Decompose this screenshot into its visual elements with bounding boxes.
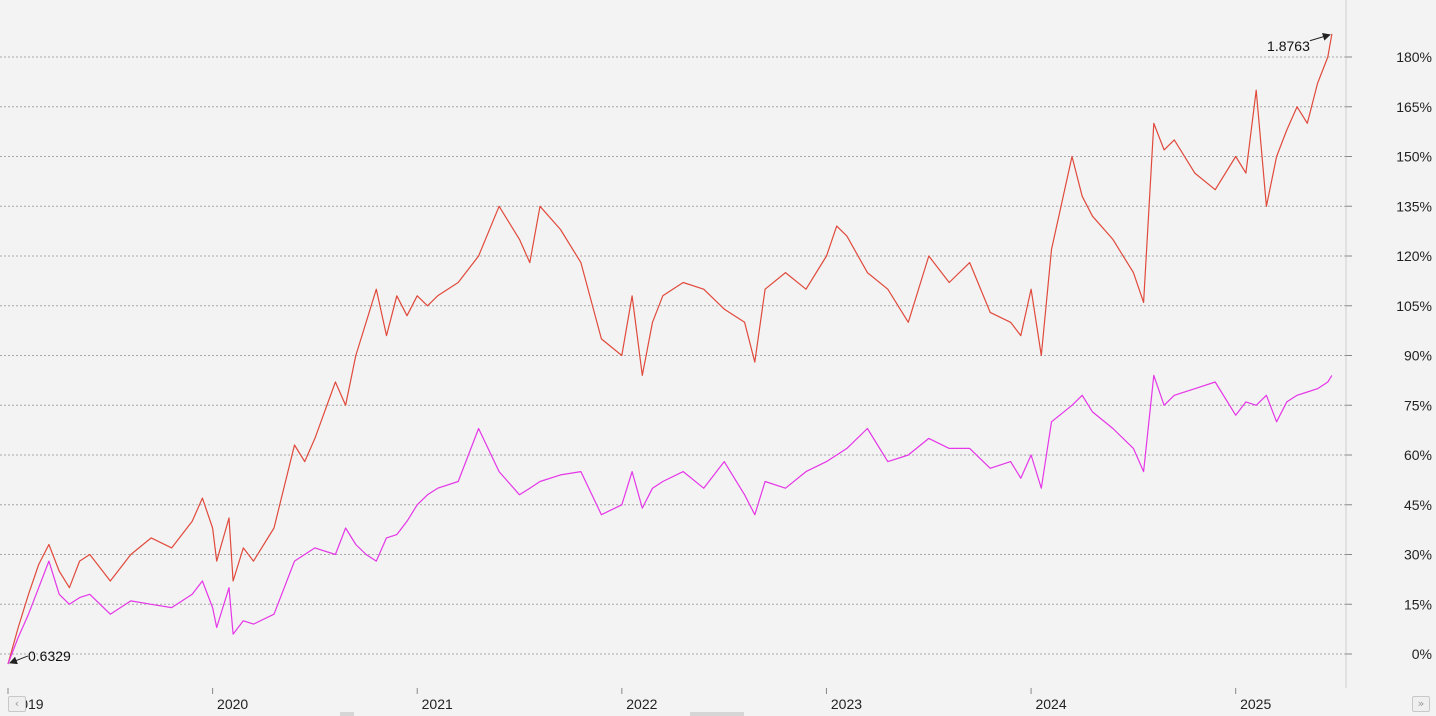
y-tick-label: 120% bbox=[1396, 248, 1432, 264]
x-tick-label: 2021 bbox=[422, 696, 453, 712]
y-tick-label: 150% bbox=[1396, 149, 1432, 165]
series-line-1 bbox=[7, 33, 1333, 665]
x-axis-ticks: 2019 2020 2021 2022 2023 2024 2025 bbox=[7, 688, 1271, 712]
y-axis-ticks: 0% 15% 30% 45% 60% 75% 90% 105% 120% 135% 150% 165%… bbox=[1346, 49, 1432, 662]
y-tick-label: 90% bbox=[1404, 348, 1432, 364]
plot-area bbox=[0, 0, 1346, 688]
scroll-thumb-left[interactable] bbox=[340, 712, 354, 716]
y-tick-label: 135% bbox=[1396, 198, 1432, 214]
series-line-2 bbox=[7, 374, 1333, 665]
scroll-right-button[interactable]: » bbox=[1412, 696, 1430, 712]
y-tick-label: 45% bbox=[1404, 497, 1432, 513]
annotation-arrow-end bbox=[1309, 32, 1331, 42]
x-tick-label: 2022 bbox=[626, 696, 657, 712]
x-tick-label: 2023 bbox=[831, 696, 862, 712]
annotation-arrow-start bbox=[9, 655, 29, 665]
y-tick-label: 60% bbox=[1404, 447, 1432, 463]
x-tick-label: 2025 bbox=[1240, 696, 1271, 712]
x-tick-label: 2024 bbox=[1035, 696, 1066, 712]
annotation-end-label: 1.8763 bbox=[1267, 38, 1310, 54]
y-tick-label: 105% bbox=[1396, 298, 1432, 314]
x-tick-label: 2020 bbox=[217, 696, 248, 712]
y-tick-label: 165% bbox=[1396, 99, 1432, 115]
y-tick-label: 30% bbox=[1404, 547, 1432, 563]
scroll-thumb-main[interactable] bbox=[690, 712, 744, 716]
y-tick-label: 180% bbox=[1396, 49, 1432, 65]
scroll-left-button[interactable]: ‹ bbox=[8, 696, 26, 712]
annotations: 0.6329 1.8763 bbox=[9, 32, 1331, 665]
annotation-start-label: 0.6329 bbox=[28, 648, 71, 664]
y-tick-label: 0% bbox=[1412, 646, 1432, 662]
series-lines bbox=[7, 33, 1333, 665]
y-tick-label: 75% bbox=[1404, 397, 1432, 413]
y-tick-label: 15% bbox=[1404, 596, 1432, 612]
y-gridlines bbox=[0, 56, 1346, 655]
